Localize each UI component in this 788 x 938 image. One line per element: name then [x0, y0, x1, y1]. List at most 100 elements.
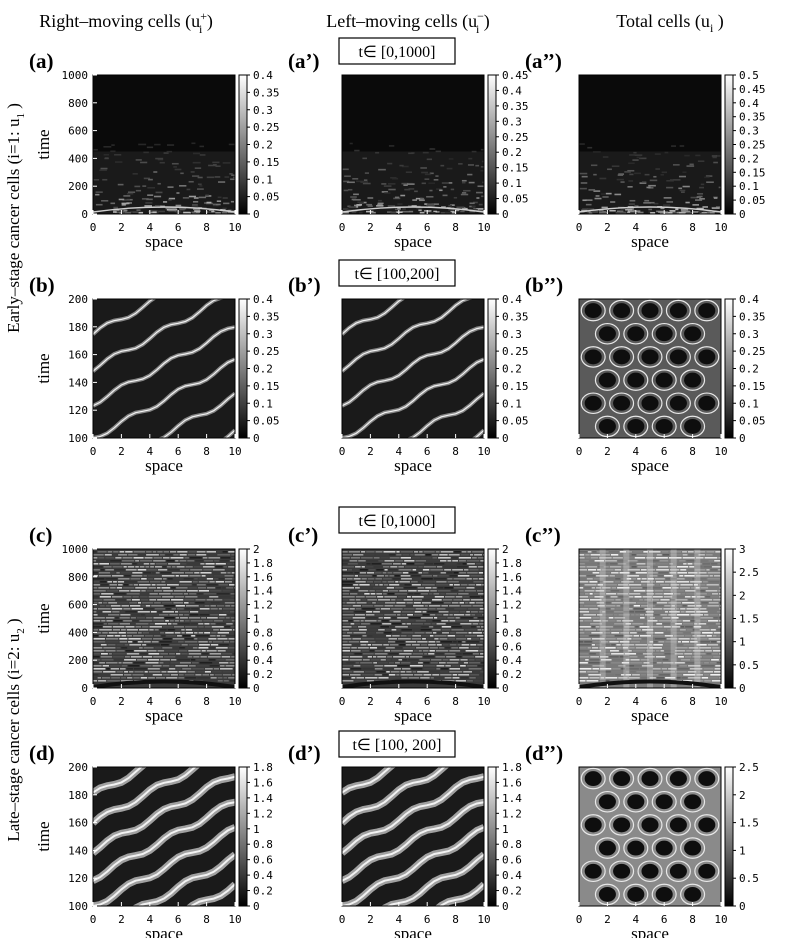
x-tick-label: 10 [714, 221, 727, 234]
colorbar-tick-label: 0 [253, 208, 260, 221]
y-tick-label: 120 [68, 872, 88, 885]
panel-label: (d’’) [525, 741, 563, 765]
colorbar-tick-label: 0.3 [502, 115, 522, 128]
x-axis-label: space [145, 232, 183, 251]
x-tick-label: 10 [714, 445, 727, 458]
colorbar-tick-label: 0.1 [253, 173, 273, 186]
colorbar-tick-label: 0 [502, 900, 509, 913]
time-window-label: t∈ [0,1000] [358, 44, 435, 61]
x-tick-label: 0 [90, 695, 97, 708]
y-tick-label: 100 [68, 900, 88, 913]
colorbar-tick-label: 1.8 [502, 557, 522, 570]
colorbar-tick-label: 0.15 [739, 380, 766, 393]
colorbar-tick-label: 0.3 [253, 328, 273, 341]
heatmap-panel: (b’) 0 2 4 6 8 10 space 0 0.05 0.1 0.15 0.2 0.25 0.3 0.… [288, 273, 529, 475]
x-tick-label: 4 [395, 695, 402, 708]
column-header-left: Left–moving cells (u− i ) [326, 9, 490, 36]
y-axis-label: time [34, 603, 53, 633]
y-tick-label: 0 [81, 208, 88, 221]
colorbar-tick-label: 0.3 [253, 104, 273, 117]
colorbar-tick-label: 0.3 [502, 328, 522, 341]
colorbar-tick-label: 0.2 [502, 363, 522, 376]
colorbar-tick-label: 0.1 [739, 180, 759, 193]
panel-label: (c) [29, 523, 52, 547]
x-tick-label: 4 [146, 913, 153, 926]
x-tick-label: 2 [367, 221, 374, 234]
x-tick-label: 6 [175, 221, 182, 234]
x-tick-label: 4 [146, 695, 153, 708]
x-axis-label: space [394, 706, 432, 725]
x-tick-label: 8 [203, 913, 210, 926]
x-tick-label: 6 [661, 913, 668, 926]
colorbar-tick-label: 0.2 [739, 363, 759, 376]
colorbar-tick-label: 2 [739, 789, 746, 802]
colorbar [487, 298, 497, 439]
x-tick-label: 6 [424, 913, 431, 926]
panel-label: (c’) [288, 523, 318, 547]
colorbar-tick-label: 0.3 [739, 328, 759, 341]
panel-label: (a’) [288, 49, 319, 73]
colorbar-tick-label: 0.4 [253, 869, 273, 882]
y-tick-label: 100 [68, 432, 88, 445]
x-tick-label: 4 [395, 913, 402, 926]
x-tick-label: 0 [576, 913, 583, 926]
x-tick-label: 8 [689, 221, 696, 234]
y-axis-label: time [34, 129, 53, 159]
row-label-late: Late–stage cancer cells (i=2: u2 ) [4, 618, 27, 841]
colorbar-tick-label: 0.2 [502, 668, 522, 681]
plot-frame [92, 548, 236, 689]
colorbar-tick-label: 0.35 [502, 100, 529, 113]
x-tick-label: 0 [90, 221, 97, 234]
colorbar-tick-label: 0.2 [739, 152, 759, 165]
y-axis-label: time [34, 821, 53, 851]
colorbar-tick-label: 0.25 [739, 139, 766, 152]
y-tick-label: 200 [68, 761, 88, 774]
colorbar-tick-label: 0.8 [253, 838, 273, 851]
x-tick-label: 8 [452, 695, 459, 708]
time-window-label: t∈ [0,1000] [358, 513, 435, 530]
y-tick-label: 1000 [62, 543, 89, 556]
heatmap-image [93, 767, 235, 906]
x-axis-label: space [145, 924, 183, 938]
colorbar [724, 766, 734, 907]
x-tick-label: 4 [632, 695, 639, 708]
colorbar-tick-label: 0.25 [253, 121, 280, 134]
panel-label: (b’) [288, 273, 321, 297]
colorbar-tick-label: 0.3 [739, 125, 759, 138]
column-header-total: Total cells (ui ) [616, 11, 724, 35]
x-tick-label: 8 [452, 913, 459, 926]
colorbar-tick-label: 0.8 [253, 626, 273, 639]
colorbar-tick-label: 1.4 [502, 585, 522, 598]
y-tick-label: 180 [68, 321, 88, 334]
colorbar-tick-label: 0.25 [502, 131, 529, 144]
x-tick-label: 0 [576, 221, 583, 234]
plot-frame [92, 74, 236, 215]
heatmap-panel: (b) 0 2 4 6 8 10 space 100 120 140 160 180 200 time 0 0.… [29, 273, 280, 475]
colorbar-tick-label: 1 [502, 823, 509, 836]
colorbar [487, 74, 497, 215]
x-tick-label: 10 [477, 221, 490, 234]
colorbar-tick-label: 0.4 [253, 69, 273, 82]
colorbar-tick-label: 1.8 [502, 761, 522, 774]
colorbar-tick-label: 1.4 [502, 792, 522, 805]
x-tick-label: 8 [452, 445, 459, 458]
x-tick-label: 10 [228, 221, 241, 234]
colorbar-tick-label: 0.2 [253, 139, 273, 152]
x-tick-label: 10 [228, 445, 241, 458]
x-tick-label: 10 [714, 913, 727, 926]
colorbar-tick-label: 0.45 [739, 83, 766, 96]
colorbar-tick-label: 1.2 [502, 807, 522, 820]
time-window-box-3: t∈ [0,1000] [338, 506, 456, 534]
colorbar-tick-label: 0.1 [253, 397, 273, 410]
plot-frame [578, 548, 722, 689]
colorbar-tick-label: 2 [739, 589, 746, 602]
heatmap-panel: (a) 0 2 4 6 8 10 space 0 200 400 600 800 1000 time 0 0.0… [29, 49, 280, 251]
heatmap-panel: (b’’) 0 2 4 6 8 10 space 0 0.05 0.1 0.15 0.2 0.25 0.3 0… [525, 273, 766, 475]
x-axis-label: space [631, 706, 669, 725]
heatmap-image [93, 75, 235, 214]
colorbar [238, 74, 248, 215]
colorbar-tick-label: 0 [253, 900, 260, 913]
colorbar-tick-label: 1.6 [253, 776, 273, 789]
colorbar [238, 766, 248, 907]
colorbar-tick-label: 0.4 [739, 293, 759, 306]
